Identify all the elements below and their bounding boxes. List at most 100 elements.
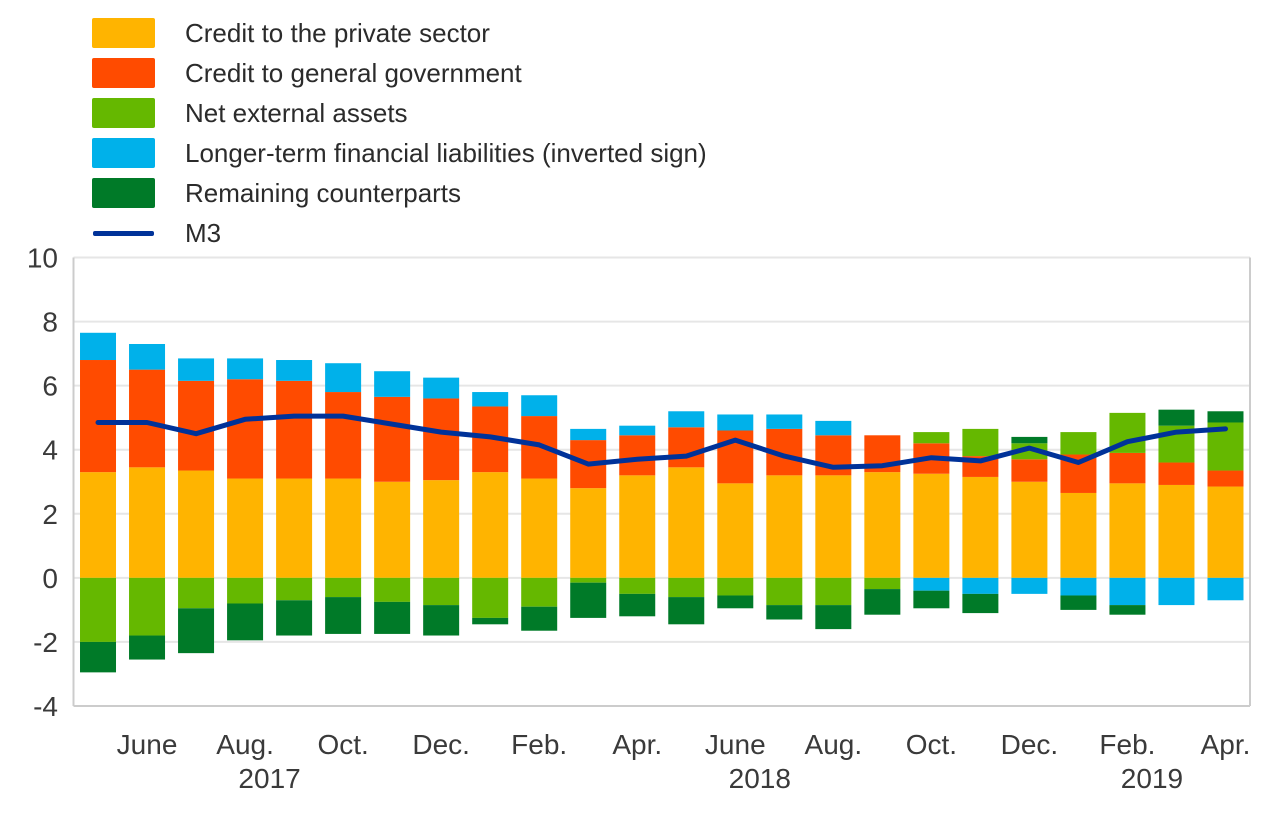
bar-segment [1158,484,1195,578]
bar-segment [815,605,852,630]
bar-segment [668,577,705,598]
bar-segment [178,358,215,381]
y-tick-label-0: 0 [42,563,58,594]
bar-segment [129,635,166,660]
bar-segment [815,475,852,578]
x-tick-label: June [705,729,766,760]
bar-segment [1158,577,1195,606]
bar-segment [962,593,999,614]
bar-segment [423,398,460,481]
bar-group-july-2018 [766,414,803,620]
bar-segment [325,392,362,479]
bar-segment [325,363,362,393]
bar-segment [472,577,509,618]
bar-segment [129,343,166,370]
x-tick-label: Aug. [805,729,863,760]
bar-segment [276,380,313,479]
bar-segment [1060,595,1097,610]
bar-segment [80,577,117,642]
x-tick-label: June [117,729,178,760]
bar-segment [374,601,411,634]
bar-segment [815,420,852,436]
legend-label: Credit to general government [185,58,522,88]
bar-segment [178,608,215,654]
bar-group-mar-2019 [1158,409,1195,606]
bar-group-june-2018 [717,414,754,609]
bar-segment [619,435,656,476]
x-year-label: 2017 [238,763,300,794]
y-tick-label--2: -2 [33,627,58,658]
bar-segment [864,577,901,590]
bar-segment [1158,409,1195,426]
legend-row-legend-private-sector: Credit to the private sector [0,13,900,53]
bar-segment [1207,577,1244,601]
bar-segment [668,427,705,468]
bar-segment [276,577,313,601]
y-axis-tick-labels: 10 8 6 4 2 0 -2 -4 [27,243,58,723]
bar-segment [962,577,999,594]
bar-segment [668,411,705,428]
bar-group-nov-2018 [962,428,999,614]
bar-group-oct-2017 [325,363,362,634]
x-axis-tick-labels: June Aug. Oct. Dec. Feb. Apr. June Aug. Oct. Dec.… [117,729,1251,794]
bar-segment [570,488,607,578]
bar-segment [668,467,705,578]
bar-segment [521,478,558,578]
bar-segment [766,577,803,606]
bar-group-sep-2017 [276,360,313,636]
legend-longer-term-liabilities-color-swatch [92,138,155,168]
x-tick-label: Apr. [612,729,662,760]
x-tick-label: Dec. [1001,729,1059,760]
bar-segment [1011,481,1048,578]
bar-segment [1207,411,1244,423]
bar-segment [1011,443,1048,460]
legend-row-legend-general-government: Credit to general government [0,53,900,93]
bar-segment [1109,605,1146,615]
bar-group-oct-2018 [913,432,950,609]
bar-segment [423,377,460,399]
legend-label: Remaining counterparts [185,178,462,208]
x-tick-label: Oct. [317,729,368,760]
legend-row-legend-m3: M3 [0,213,900,253]
bar-segment [570,428,607,441]
bar-segment [619,577,656,594]
x-tick-label: Aug. [216,729,274,760]
x-tick-label: Dec. [412,729,470,760]
bar-segment [864,472,901,578]
bar-group-may-2018 [668,411,705,625]
bar-segment [227,577,264,604]
bar-segment [570,577,607,583]
bar-segment [913,473,950,578]
bar-segment [619,475,656,578]
x-tick-label: Feb. [1099,729,1155,760]
bar-group-july-2017 [178,358,215,654]
bar-segment [80,332,117,361]
bar-segment [766,605,803,620]
y-tick-label-2: 2 [42,499,58,530]
bar-segment [1011,459,1048,482]
y-tick-label--4: -4 [33,691,58,722]
bar-segment [227,603,264,641]
bar-segment [1011,577,1048,594]
legend-row-legend-net-external-assets: Net external assets [0,93,900,133]
y-tick-label-10: 10 [27,243,58,274]
bar-segment [913,432,950,444]
bar-segment [668,597,705,625]
x-tick-label: Apr. [1201,729,1251,760]
legend-remaining-counterparts-color-swatch [92,178,155,208]
bar-segment [521,395,558,417]
stacked-bars [80,332,1244,673]
legend-label: M3 [185,218,222,248]
bar-segment [1060,492,1097,578]
bar-segment [1060,577,1097,596]
legend-label: Longer-term financial liabilities (inver… [185,138,707,168]
legend-label: Credit to the private sector [185,18,490,48]
legend-row-legend-longer-term-liabilities: Longer-term financial liabilities (inver… [0,133,900,173]
bar-segment [521,606,558,631]
bar-segment [178,380,215,471]
legend-label: Net external assets [185,98,408,128]
bar-group-dec-2017 [423,377,460,636]
bar-segment [276,360,313,381]
bar-segment [717,595,754,609]
